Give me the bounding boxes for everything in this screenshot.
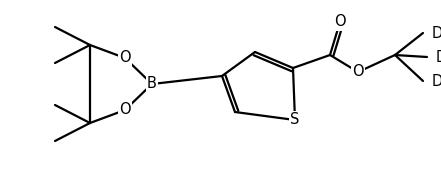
Text: O: O — [334, 15, 346, 30]
Text: O: O — [119, 103, 131, 117]
Text: S: S — [290, 113, 300, 127]
Text: O: O — [352, 65, 364, 79]
Text: B: B — [147, 77, 157, 91]
Text: D: D — [431, 74, 441, 89]
Text: D: D — [431, 26, 441, 41]
Text: O: O — [119, 51, 131, 66]
Text: D: D — [435, 50, 441, 65]
